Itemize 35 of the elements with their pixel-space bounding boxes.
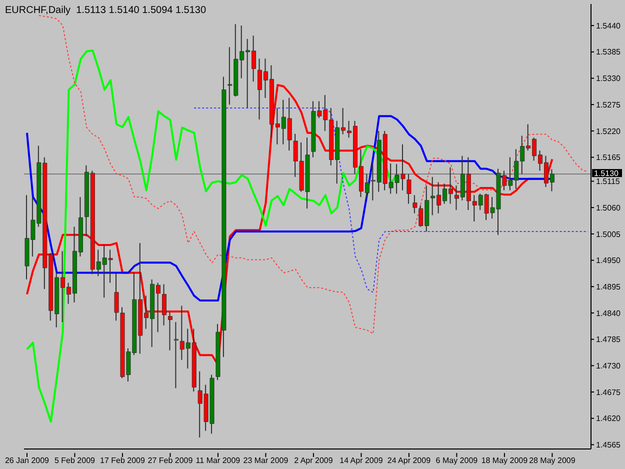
y-tick-label: 1.5275 [596,100,622,110]
y-tick-label: 1.4730 [596,361,622,370]
x-tick-label: 14 Apr 2009 [340,456,384,465]
line-series [26,49,398,423]
y-tick-label: 1.4675 [596,388,622,397]
x-tick-label: 27 Feb 2009 [148,456,194,465]
x-tick-label: 6 May 2009 [436,456,478,465]
candlestick [168,312,172,350]
y-tick-label: 1.5385 [596,48,622,57]
x-tick-label: 5 Feb 2009 [54,456,96,465]
y-tick-label: 1.4565 [596,440,622,450]
x-tick-label: 28 May 2009 [529,456,576,465]
y-tick-label: 1.5220 [596,126,622,136]
line-series [38,14,589,334]
y-tick-label: 1.5165 [596,153,622,162]
y-tick-label: 1.5440 [596,21,622,30]
chart-title: EURCHF,Daily 1.5113 1.5140 1.5094 1.5130 [5,5,206,16]
x-tick-label: 17 Feb 2009 [100,456,146,465]
y-tick-label: 1.4895 [596,282,622,292]
candlestick [174,322,178,388]
y-tick-label: 1.4840 [596,308,622,318]
x-tick-label: 24 Apr 2009 [387,456,432,465]
y-tick-label: 1.4950 [596,256,622,266]
y-tick-label: 1.5330 [596,74,622,84]
x-tick-label: 18 May 2009 [481,456,528,465]
x-tick-label: 2 Apr 2009 [294,456,334,465]
y-tick-label: 1.5060 [596,203,622,212]
y-tick-label: 1.5115 [596,177,620,186]
x-tick-label: 23 Mar 2009 [243,456,289,465]
x-tick-label: 11 Mar 2009 [196,456,241,465]
ref-line-label: 1.5130 [594,169,620,178]
y-tick-label: 1.4785 [596,335,622,344]
x-tick-label: 26 Jan 2009 [4,456,50,465]
y-tick-label: 1.5005 [596,230,622,239]
y-tick-label: 1.4620 [596,414,622,424]
